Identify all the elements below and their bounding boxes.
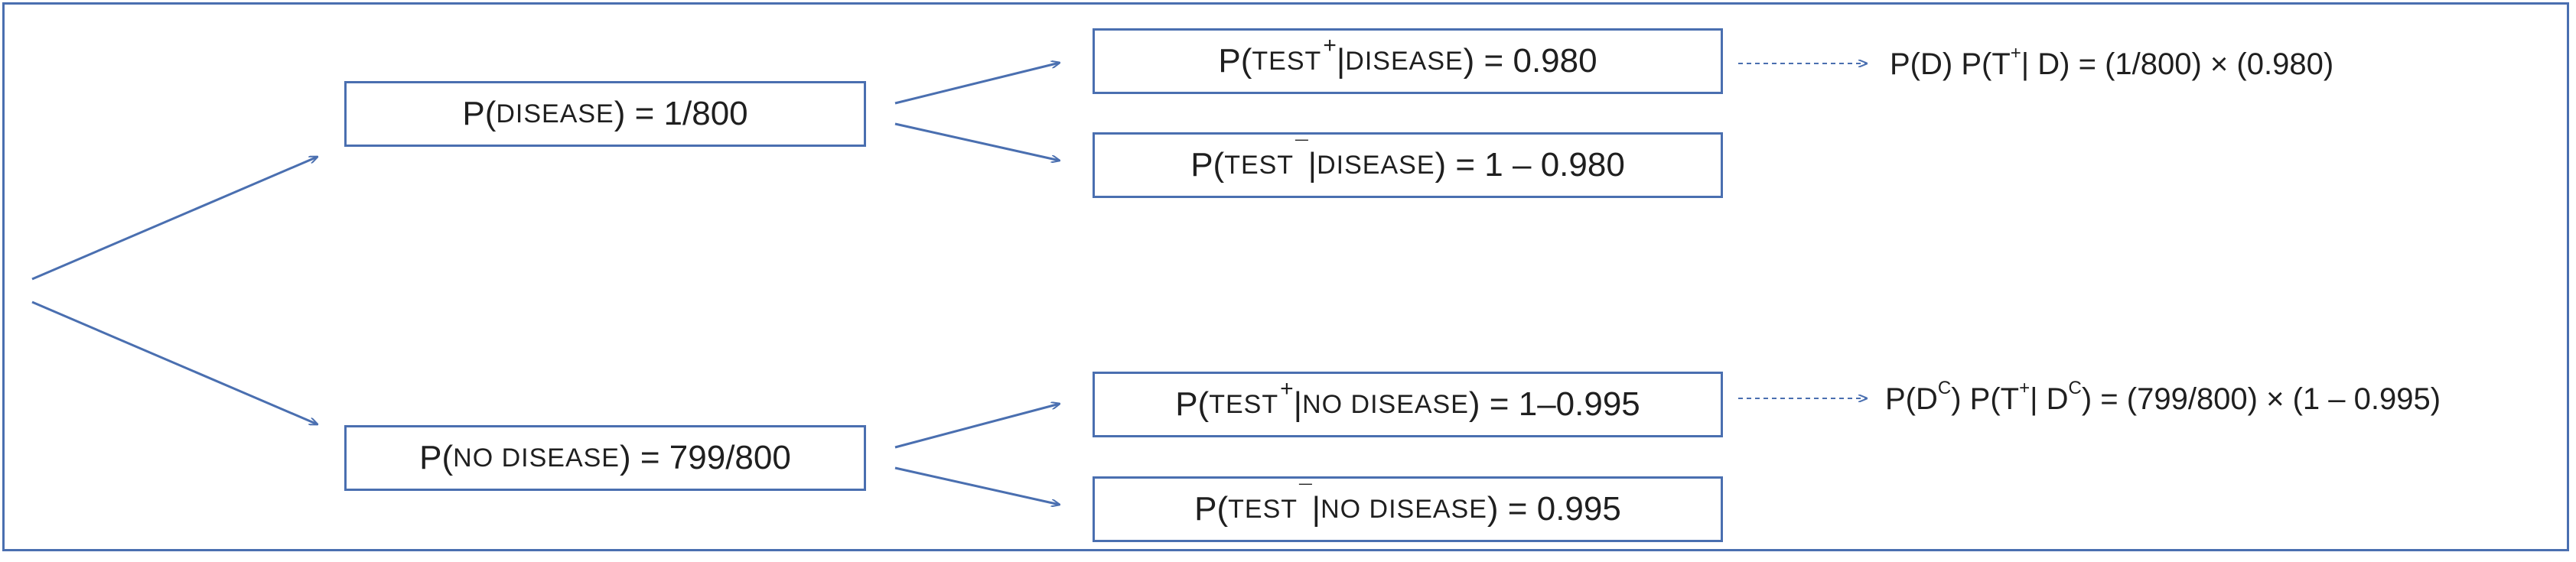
result-no-disease-positive: P(D C) P(T + | D C) = (799/800) × (1 – 0.995… (1885, 378, 2441, 416)
test-pos-given-disease-node: P(TEST + | DISEASE) = 0.980 (1093, 28, 1723, 94)
arrow-no-disease-to-test-pos (894, 404, 1060, 449)
no-disease-word: NO DISEASE (453, 443, 620, 473)
test-pos-given-no-disease-node: P(TEST + | NO DISEASE) = 1–0.995 (1093, 372, 1723, 437)
plus-sign: + (1323, 33, 1337, 58)
test-neg-given-disease-node: P(TEST ¯ | DISEASE) = 1 – 0.980 (1093, 132, 1723, 198)
arrow-root-to-no-disease (31, 300, 318, 424)
disease-node: P(DISEASE) = 1/800 (344, 81, 866, 147)
diagram-frame (2, 2, 2569, 551)
disease-word: DISEASE (496, 99, 614, 128)
arrow-disease-to-test-pos (894, 63, 1060, 105)
minus-sign: ¯ (1295, 137, 1308, 162)
no-disease-node: P(NO DISEASE) = 799/800 (344, 425, 866, 491)
plus-sign: + (1280, 376, 1294, 401)
result-disease-positive: P(D) P(T + | D) = (1/800) × (0.980) (1890, 43, 2334, 81)
arrow-no-disease-to-test-neg (894, 466, 1060, 505)
arrow-root-to-disease (31, 157, 318, 281)
arrow-disease-to-test-neg (894, 122, 1060, 161)
test-neg-given-no-disease-node: P(TEST ¯ | NO DISEASE) = 0.995 (1093, 476, 1723, 542)
minus-sign: ¯ (1299, 481, 1312, 506)
